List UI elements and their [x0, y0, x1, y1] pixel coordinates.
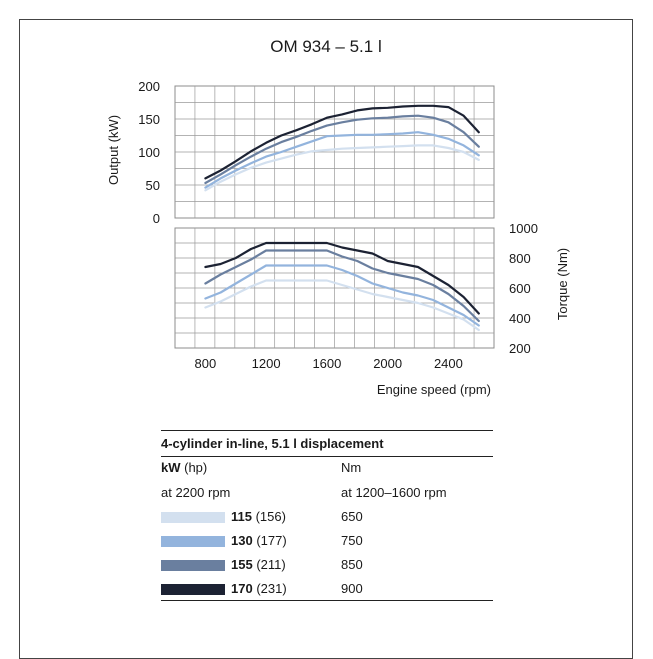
x-tick-label: 2000: [373, 356, 402, 371]
output-tick-label: 200: [138, 79, 160, 94]
torque-900: 900: [341, 581, 363, 596]
torque-650: 650: [341, 509, 363, 524]
swatch-115: [161, 512, 225, 523]
rating-115-kw: 115: [231, 509, 252, 524]
torque-tick-label: 400: [509, 311, 531, 326]
rating-155: 155 (211): [231, 557, 286, 572]
nm-rpm-note: at 1200–1600 rpm: [341, 485, 447, 500]
rating-130-kw: 130: [231, 533, 253, 548]
torque-tick-label: 1000: [509, 221, 538, 236]
output-tick-label: 50: [146, 178, 160, 193]
chart-title: OM 934 – 5.1 l: [270, 37, 382, 56]
output-tick-label: 0: [153, 211, 160, 226]
torque-tick-label: 800: [509, 251, 531, 266]
rating-170-kw: 170: [231, 581, 253, 596]
rating-115: 115 (156): [231, 509, 286, 524]
table-bottom-rule: [161, 600, 493, 601]
torque-series-line-3: [204, 241, 480, 315]
torque-tick-label: 200: [509, 341, 531, 356]
rating-155-kw: 155: [231, 557, 253, 572]
rating-115-hp: (156): [251, 509, 286, 524]
table-top-rule: [161, 430, 493, 431]
torque-850: 850: [341, 557, 363, 572]
x-tick-label: 1200: [252, 356, 281, 371]
output-axis-label: Output (kW): [106, 115, 121, 185]
kw-unit: kW: [161, 460, 181, 475]
kw-column-header: kW (hp): [161, 460, 207, 475]
rating-130: 130 (177): [231, 533, 287, 548]
engine-performance-chart: OM 934 – 5.1 l 0 50 100 150 200 200 400 600 800…: [106, 37, 570, 397]
torque-panel: 200 400 600 800 1000: [174, 221, 538, 356]
swatch-155: [161, 560, 225, 571]
torque-axis-label: Torque (Nm): [555, 248, 570, 320]
kw-rpm-note: at 2200 rpm: [161, 485, 231, 500]
rating-170-hp: (231): [252, 581, 287, 596]
output-series-line-3: [204, 104, 480, 180]
torque-series-line-1: [204, 264, 480, 327]
torque-series-line-2: [204, 249, 480, 323]
output-tick-label: 100: [138, 145, 160, 160]
table-heading: 4-cylinder in-line, 5.1 l displacement: [161, 436, 384, 451]
output-series-line-1: [204, 131, 480, 189]
x-tick-label: 1600: [312, 356, 341, 371]
output-panel: 0 50 100 150 200: [138, 79, 495, 226]
torque-series-line-0: [204, 279, 480, 332]
table-heading-rule: [161, 456, 493, 457]
rating-170: 170 (231): [231, 581, 287, 596]
output-series-line-2: [204, 114, 480, 185]
swatch-170: [161, 584, 225, 595]
hp-unit: (hp): [180, 460, 208, 475]
x-axis-label: Engine speed (rpm): [377, 382, 491, 397]
output-series-line-0: [204, 144, 480, 192]
rating-130-hp: (177): [252, 533, 287, 548]
nm-column-header: Nm: [341, 460, 362, 475]
swatch-130: [161, 536, 225, 547]
x-tick-label: 800: [195, 356, 217, 371]
output-tick-label: 150: [138, 112, 160, 127]
x-tick-label: 2400: [434, 356, 463, 371]
torque-750: 750: [341, 533, 363, 548]
x-axis: 800 1200 1600 2000 2400: [195, 356, 463, 371]
torque-tick-label: 600: [509, 281, 531, 296]
rating-155-hp: (211): [252, 557, 286, 572]
